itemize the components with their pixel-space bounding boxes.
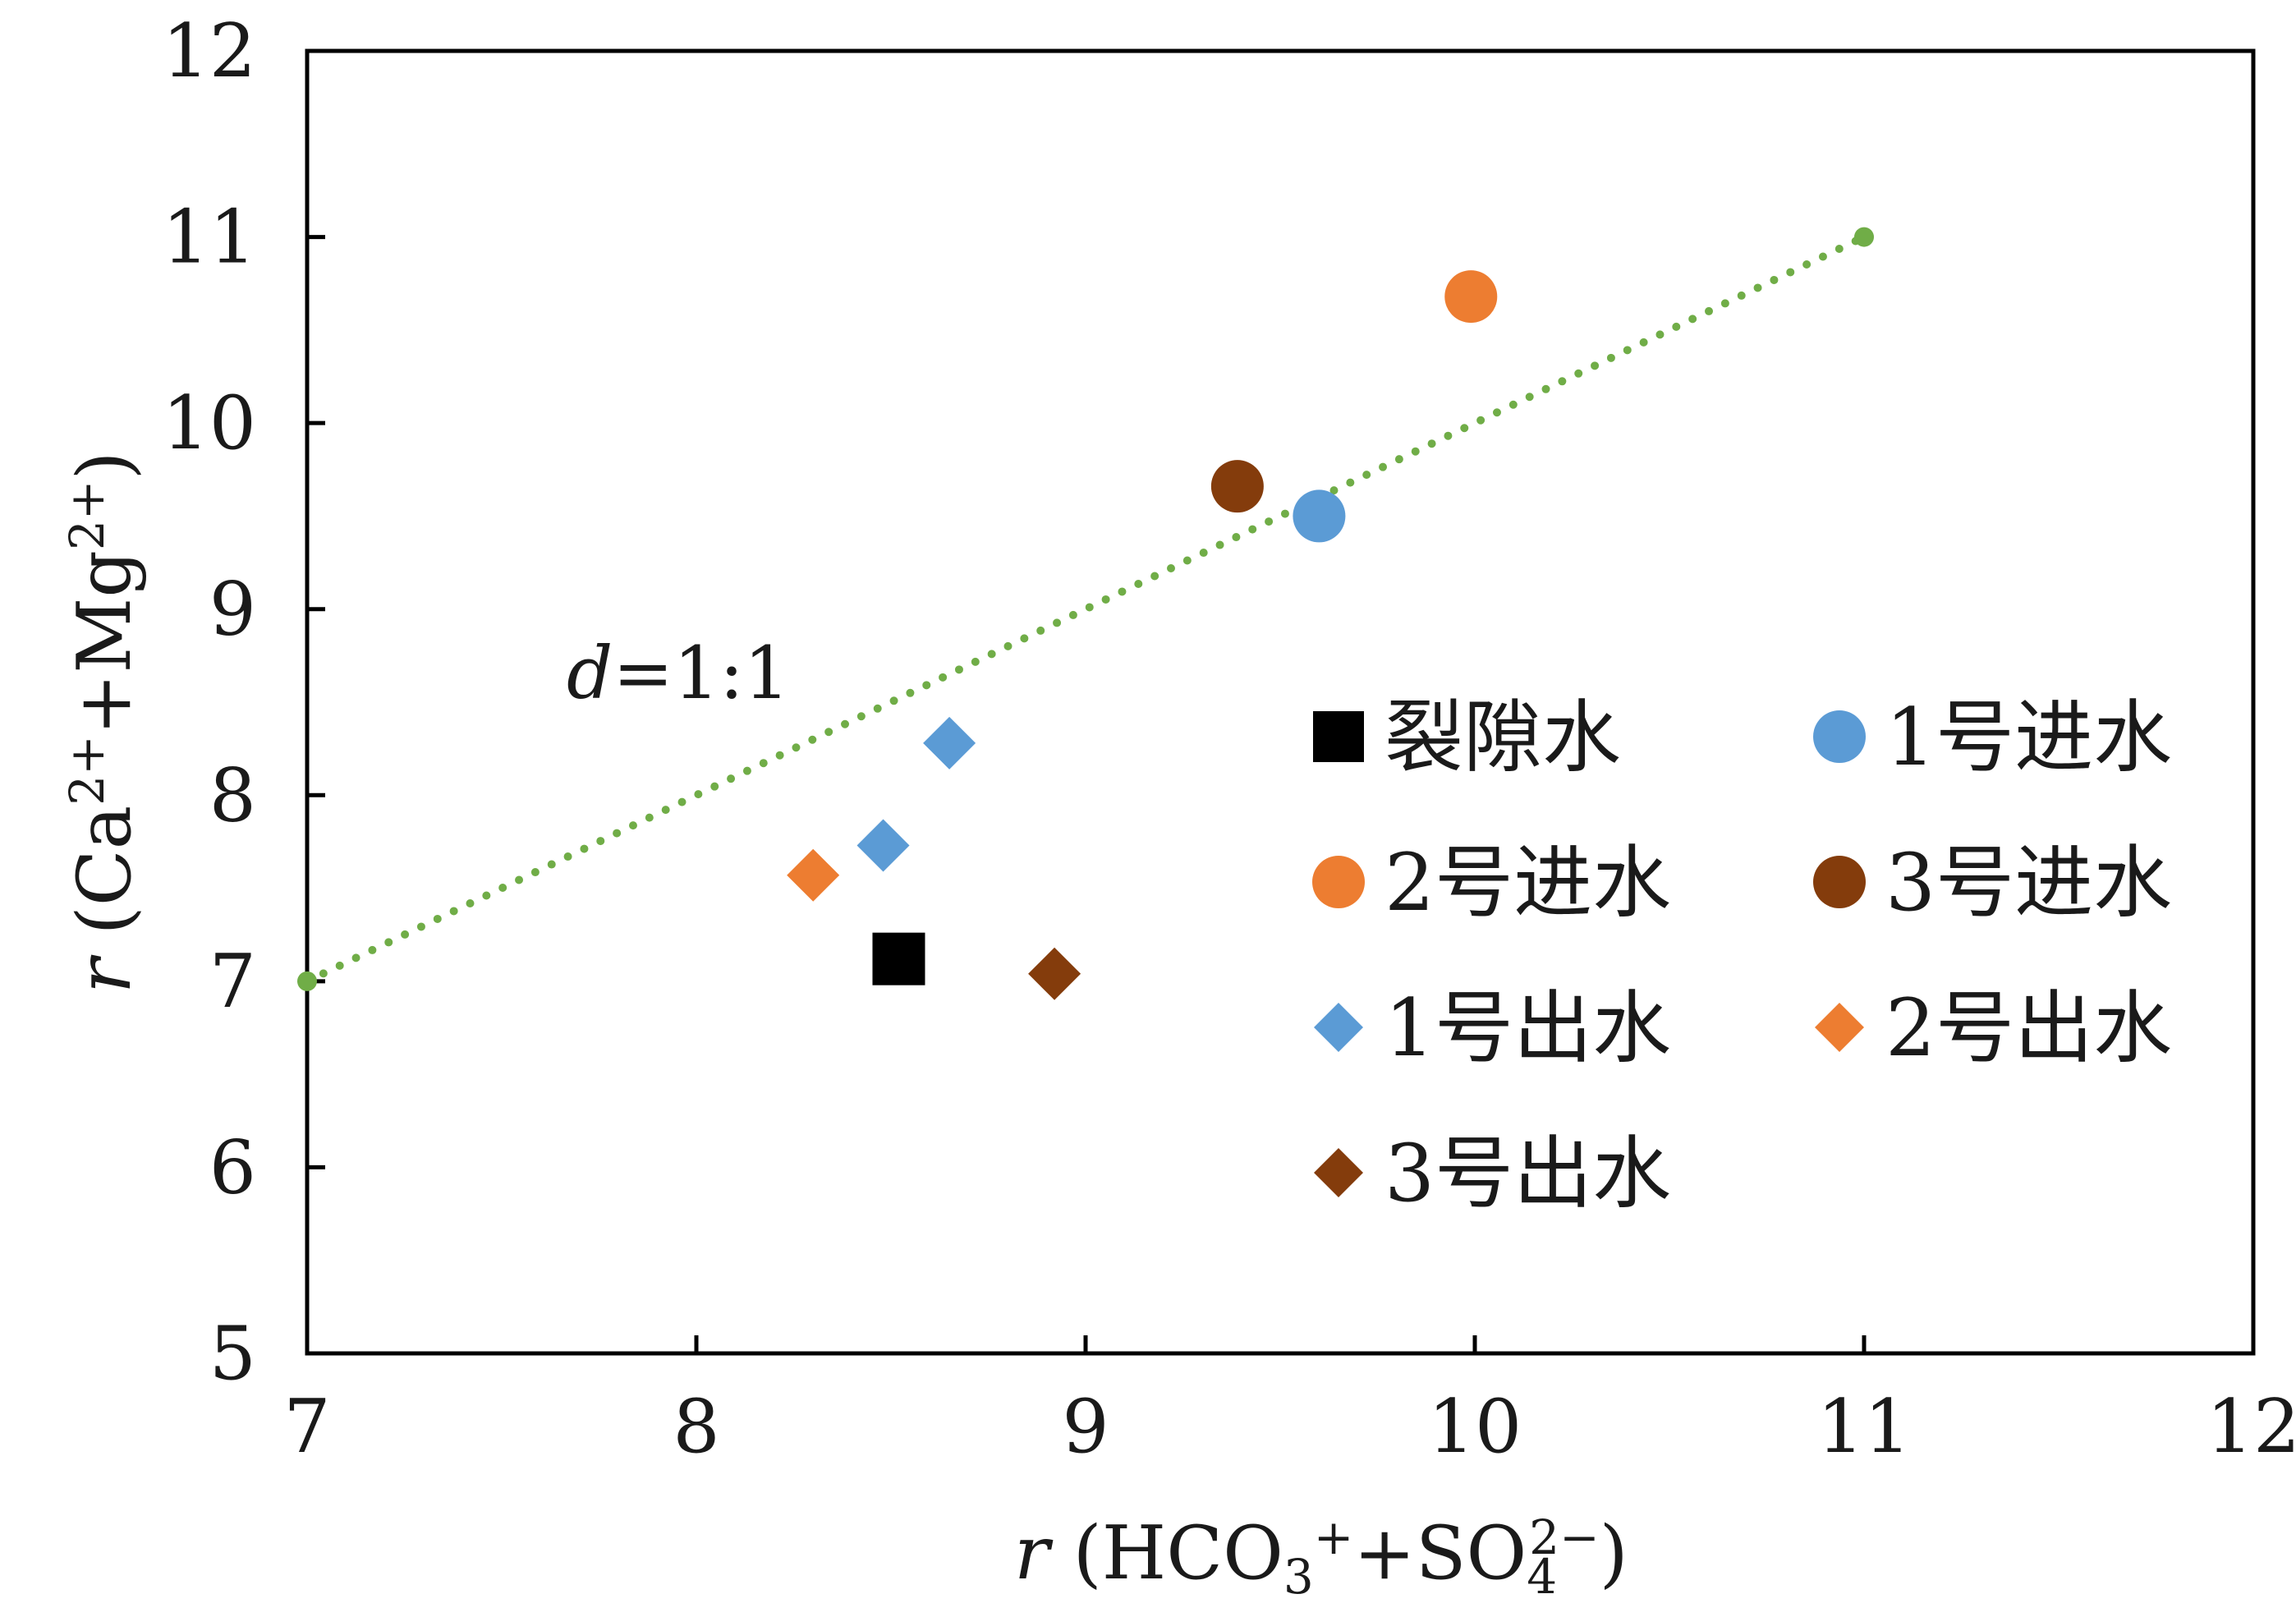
x-tick-label: 8 (673, 1384, 719, 1470)
x-tick-label: 9 (1062, 1384, 1109, 1470)
x-tick-label: 11 (1817, 1384, 1912, 1470)
data-point (856, 819, 910, 872)
legend-marker (1813, 856, 1866, 908)
data-point (1028, 947, 1081, 1000)
y-axis-label: r (Ca2++Mg2+) (59, 451, 148, 994)
legend-label: 1号进水 (1885, 691, 2172, 783)
legend-marker (1313, 711, 1364, 762)
legend-marker (1813, 710, 1866, 763)
legend-marker (1314, 1148, 1363, 1197)
legend-marker (1312, 856, 1365, 908)
x-tick-label: 10 (1428, 1384, 1522, 1470)
data-points (787, 270, 1498, 1000)
legend-label: 1号出水 (1384, 982, 1671, 1074)
y-tick-label: 6 (209, 1124, 256, 1210)
reference-line-endpoint (297, 971, 317, 991)
axis-ticks: 7 8 9 10 11 12 5 6 7 8 9 10 11 12 (162, 8, 2296, 1470)
y-tick-label: 9 (209, 567, 256, 653)
legend-marker (1815, 1003, 1864, 1052)
legend-marker (1314, 1003, 1363, 1052)
y-tick-label: 11 (162, 195, 256, 281)
data-point (1210, 460, 1264, 513)
reference-line-endpoint (1854, 227, 1874, 247)
legend-label: 3号进水 (1885, 837, 2172, 929)
x-tick-label: 7 (283, 1384, 330, 1470)
y-tick-label: 5 (209, 1311, 256, 1397)
x-tick-label: 12 (2206, 1384, 2296, 1470)
legend-label: 2号进水 (1384, 837, 1671, 929)
data-point (1293, 489, 1346, 543)
reference-line (303, 232, 1868, 985)
x-axis-label: r (HCO3++SO42−) (1014, 1509, 1628, 1605)
legend-label: 2号出水 (1885, 982, 2172, 1074)
legend-label: 裂隙水 (1384, 691, 1621, 783)
reference-line-label: d=1:1 (567, 631, 790, 715)
data-point (787, 848, 840, 902)
data-point (1444, 270, 1498, 324)
legend-label: 3号出水 (1384, 1128, 1671, 1220)
data-point (923, 716, 976, 769)
plot-frame (305, 48, 2256, 1356)
data-point (872, 932, 925, 985)
reference-line-group (297, 227, 1874, 991)
y-tick-label: 7 (209, 939, 256, 1025)
y-tick-label: 10 (162, 380, 256, 466)
y-tick-label: 12 (162, 8, 256, 94)
legend: 裂隙水 1号进水 2号进水 3号进水 1号出水 2号出水 3号出水 (1312, 691, 2172, 1220)
y-tick-label: 8 (209, 752, 256, 838)
